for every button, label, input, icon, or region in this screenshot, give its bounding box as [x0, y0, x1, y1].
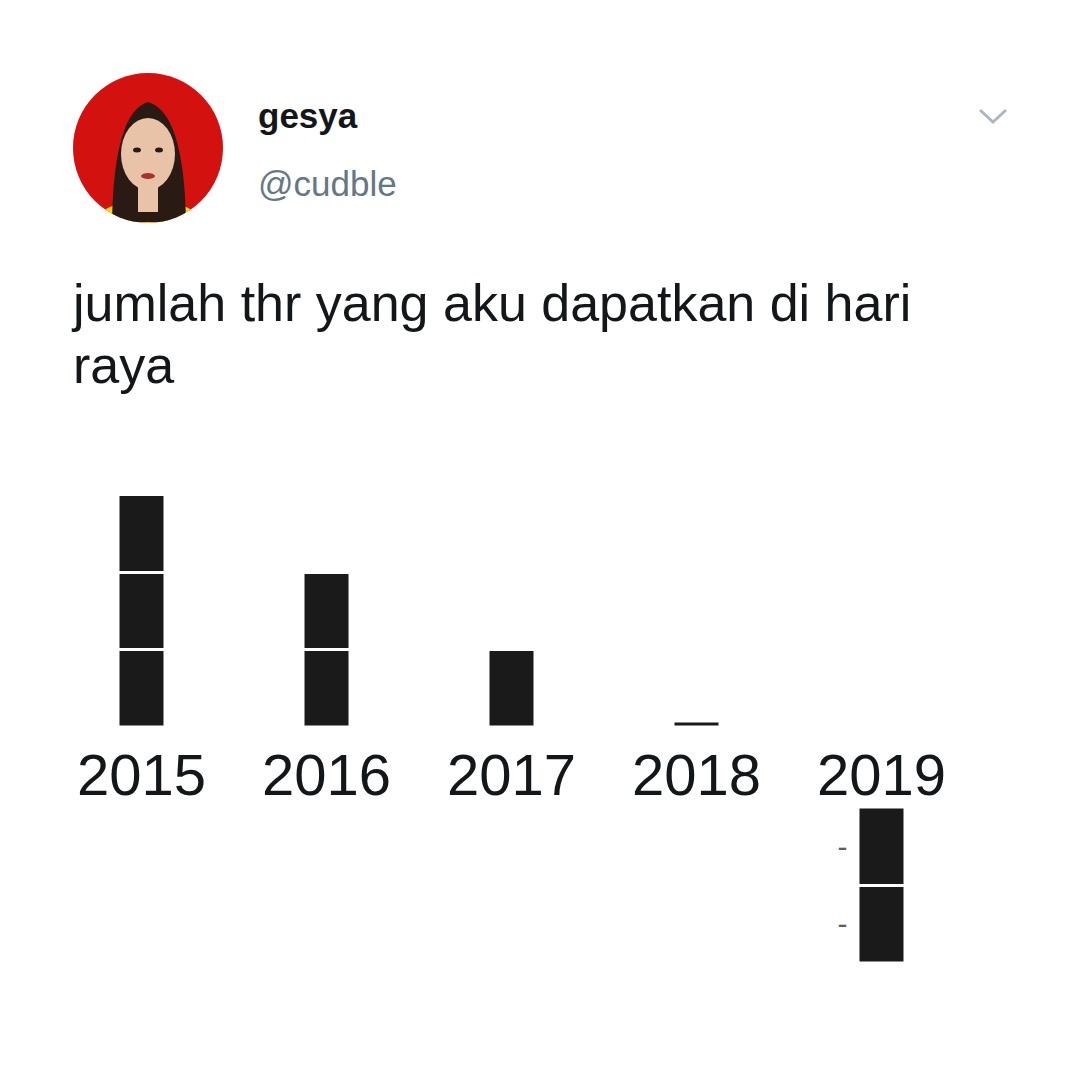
- svg-text:2016: 2016: [262, 742, 391, 807]
- svg-text:-: -: [838, 830, 848, 863]
- svg-text:2019: 2019: [817, 742, 946, 807]
- svg-text:2017: 2017: [447, 742, 576, 807]
- svg-text:2015: 2015: [77, 742, 206, 807]
- svg-text:-: -: [838, 907, 848, 940]
- html-text:gesya: gesya: [258, 96, 358, 135]
- html-text:@cudble: @cudble: [258, 164, 397, 203]
- html-text:jumlah thr yang aku dapatkan d: jumlah thr yang aku dapatkan di hari ray…: [73, 274, 912, 394]
- svg-text:2018: 2018: [632, 742, 761, 807]
